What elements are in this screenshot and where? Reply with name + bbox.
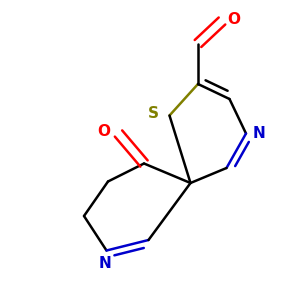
- Text: O: O: [227, 12, 241, 27]
- Text: N: N: [252, 126, 265, 141]
- Text: S: S: [148, 106, 158, 122]
- Text: O: O: [97, 124, 110, 140]
- Text: N: N: [99, 256, 111, 271]
